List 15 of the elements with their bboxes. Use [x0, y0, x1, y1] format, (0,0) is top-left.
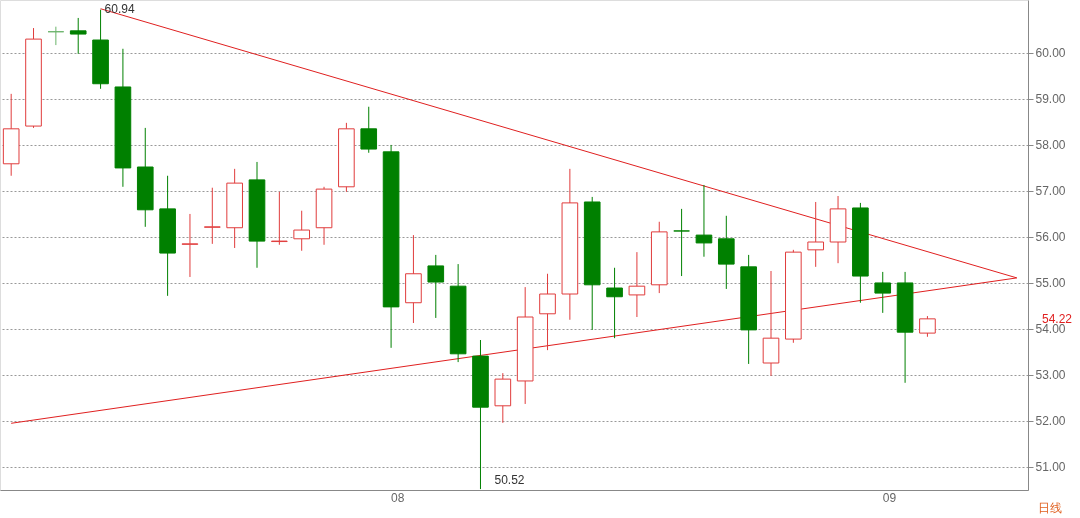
y-tick-label: 53.00 [1035, 368, 1066, 383]
x-tick-label: 08 [391, 490, 405, 505]
text: 日线 [1038, 501, 1062, 515]
y-tick-label: 56.00 [1035, 230, 1066, 245]
y-tick-label: 59.00 [1035, 92, 1066, 107]
y-tick-label: 54.00 [1035, 322, 1066, 337]
y-tick-label: 55.00 [1035, 276, 1066, 291]
y-tick-label: 52.00 [1035, 414, 1066, 429]
y-tick-label: 51.00 [1035, 460, 1066, 475]
y-tick-label: 60.00 [1035, 46, 1066, 61]
annotation: 50.52 [494, 473, 525, 488]
x-tick-label: 09 [882, 490, 897, 505]
y-tick-label: 58.00 [1035, 138, 1066, 153]
y-tick-label: 57.00 [1035, 184, 1066, 199]
annotation: 60.94 [104, 1, 135, 16]
